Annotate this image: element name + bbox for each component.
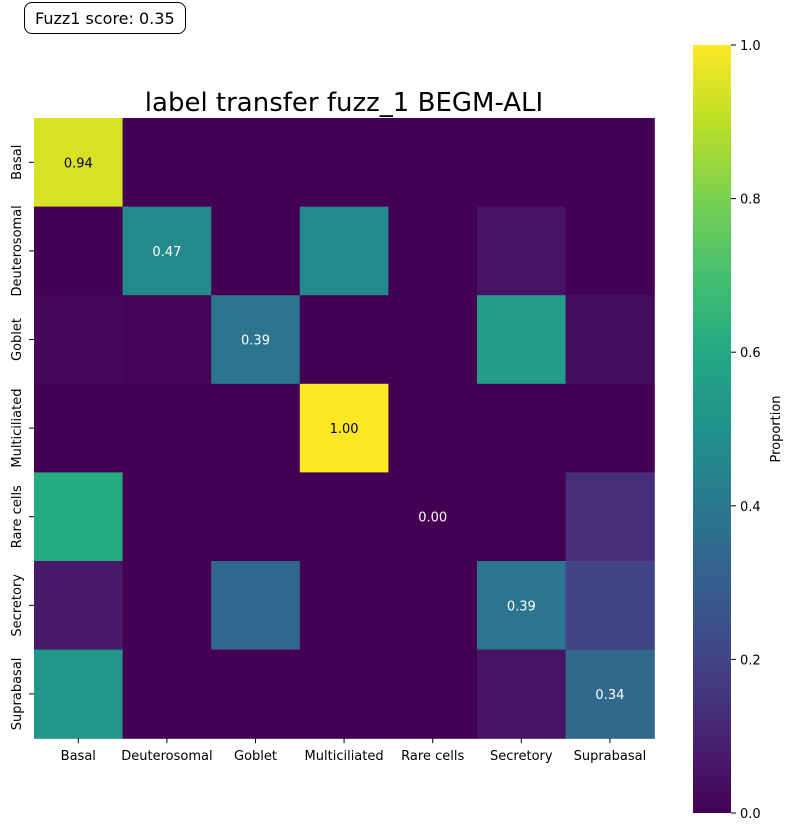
heatmap-cell (122, 472, 212, 562)
heatmap-cell (477, 561, 567, 651)
y-tick-label: Goblet (10, 318, 25, 361)
heatmap-cell (299, 649, 389, 739)
heatmap-cell (565, 118, 655, 208)
chart-title: label transfer fuzz_1 BEGM-ALI (145, 88, 543, 118)
x-tick-label: Suprabasal (574, 749, 647, 764)
heatmap-cell (122, 206, 212, 296)
heatmap-cell (34, 649, 124, 739)
y-tick-label: Basal (10, 145, 25, 180)
x-tick-label: Deuterosomal (121, 749, 212, 764)
colorbar-tick-label: 0.8 (740, 193, 761, 208)
heatmap-cell (388, 649, 478, 739)
heatmap-cell (211, 472, 301, 562)
heatmap-cell (477, 206, 567, 296)
y-tick-label: Secretory (10, 574, 25, 637)
y-tick-label: Suprabasal (10, 658, 25, 731)
cell-annotation: 0.34 (595, 688, 624, 703)
heatmap-cell (565, 383, 655, 473)
heatmap-cell (477, 118, 567, 208)
colorbar-tick-label: 1.0 (740, 39, 761, 54)
heatmap-cell (122, 118, 212, 208)
heatmap-cell (388, 383, 478, 473)
colorbar-label: Proportion (769, 395, 784, 462)
heatmap-cell (565, 472, 655, 562)
x-tick-label: Rare cells (401, 749, 464, 764)
colorbar-tick-label: 0.0 (740, 807, 761, 822)
heatmap-cell (388, 206, 478, 296)
heatmap-cell (122, 649, 212, 739)
heatmap-cell (34, 383, 124, 473)
heatmap-cell (34, 118, 124, 208)
colorbar-tick-label: 0.4 (740, 500, 761, 515)
cell-annotation: 0.39 (507, 599, 536, 614)
heatmap-cell (388, 472, 478, 562)
cell-annotation: 1.00 (330, 422, 359, 437)
heatmap-cell (565, 649, 655, 739)
heatmap-cell (565, 206, 655, 296)
cell-annotations: 0.94 0.47 0.39 1.00 0.00 0.39 0.34 (64, 156, 625, 703)
heatmap-cell (211, 649, 301, 739)
heatmap-cell (122, 561, 212, 651)
colorbar: 0.0 0.2 0.4 0.6 0.8 1.0 (693, 39, 761, 822)
heatmap-cell (122, 383, 212, 473)
heatmap-cell (388, 295, 478, 385)
y-axis: Basal Deuterosomal Goblet Multiciliated Rare… (10, 145, 34, 731)
colorbar-gradient (693, 45, 731, 813)
heatmap-cell (565, 295, 655, 385)
colorbar-tick-label: 0.6 (740, 346, 761, 361)
heatmap-cell (565, 561, 655, 651)
heatmap-cell (477, 295, 567, 385)
y-tick-label: Deuterosomal (10, 205, 25, 296)
cell-annotation: 0.47 (152, 245, 181, 260)
heatmap-cell (299, 295, 389, 385)
heatmap-cell (388, 561, 478, 651)
x-tick-label: Multiciliated (305, 749, 384, 764)
cell-annotation: 0.00 (418, 511, 447, 526)
heatmap-cell (299, 561, 389, 651)
x-tick-label: Basal (61, 749, 96, 764)
heatmap-cell (34, 472, 124, 562)
x-tick-label: Goblet (234, 749, 277, 764)
heatmap-cell (477, 649, 567, 739)
heatmap-cell (34, 295, 124, 385)
heatmap-cell (299, 118, 389, 208)
heatmap-cell (299, 383, 389, 473)
heatmap-cell (211, 295, 301, 385)
heatmap-cell (299, 472, 389, 562)
heatmap-cell (122, 295, 212, 385)
score-badge: Fuzz1 score: 0.35 (24, 2, 186, 34)
heatmap-cell (211, 206, 301, 296)
y-tick-label: Multiciliated (10, 389, 25, 468)
heatmap-cell (211, 561, 301, 651)
heatmap-cell (211, 383, 301, 473)
x-tick-label: Secretory (490, 749, 553, 764)
heatmap-cell (34, 561, 124, 651)
heatmap-cells (34, 118, 655, 739)
heatmap-cell (34, 206, 124, 296)
y-tick-label: Rare cells (10, 485, 25, 548)
heatmap-cell (299, 206, 389, 296)
heatmap-cell (388, 118, 478, 208)
heatmap-cell (477, 472, 567, 562)
cell-annotation: 0.39 (241, 334, 270, 349)
heatmap-cell (211, 118, 301, 208)
colorbar-tick-label: 0.2 (740, 653, 761, 668)
x-axis: Basal Deuterosomal Goblet Multiciliated Rare… (61, 738, 647, 764)
cell-annotation: 0.94 (64, 156, 93, 171)
heatmap-cell (477, 383, 567, 473)
